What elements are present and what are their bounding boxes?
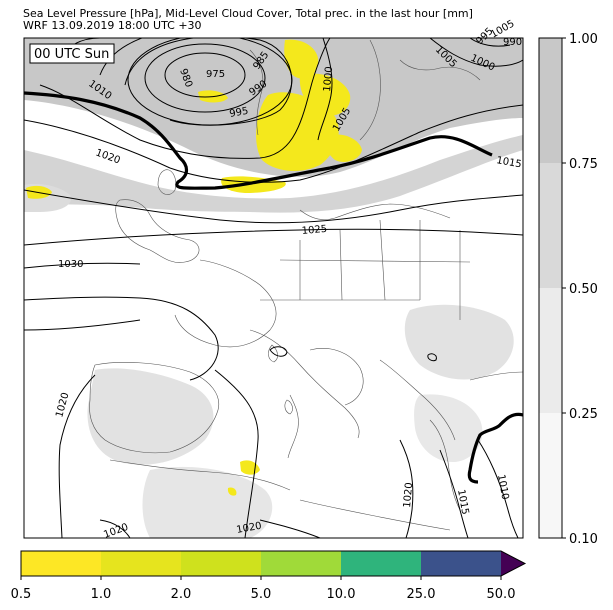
- isobar-label: 1020: [402, 482, 415, 508]
- precip-colorbar-tick-label: 0.5: [11, 587, 32, 602]
- isobar-label: 975: [206, 69, 225, 80]
- cloud-cover-colorbar: 1.00 0.75 0.50 0.25 0.10: [538, 32, 598, 547]
- precip-colorbar-tick-label: 25.0: [407, 587, 436, 602]
- chart-title: Sea Level Pressure [hPa], Mid-Level Clou…: [23, 7, 473, 20]
- map-frame: [23, 37, 524, 539]
- cloud-colorbar-tick-label: 0.25: [569, 407, 598, 422]
- isobar-label: 1015: [495, 155, 522, 170]
- isobar-label: 1020: [236, 521, 263, 536]
- precip-colorbar-tick-label: 50.0: [487, 587, 516, 602]
- coastlines-and-borders: [89, 39, 523, 531]
- precipitation-colorbar: 0.5 1.0 2.0 5.0 10.0 25.0 50.0: [11, 550, 527, 602]
- precip-colorbar-segment: [341, 551, 421, 576]
- cloud-cover-ne: [395, 38, 523, 100]
- isobar-label: 995: [229, 106, 250, 120]
- map-panel: 975 980 985 990 995 1000 1005 1005 1000 …: [23, 18, 524, 541]
- cloud-patch-greece: [414, 394, 483, 463]
- cloud-colorbar-segment: [539, 288, 562, 413]
- precip-colorbar-segment: [181, 551, 261, 576]
- cloud-patch-algeria: [142, 466, 273, 538]
- isobar-label: 1000: [322, 66, 335, 92]
- cloud-patch-iberia: [87, 368, 214, 465]
- cloud-colorbar-segment: [539, 413, 562, 538]
- cloud-cover-band: [24, 135, 523, 213]
- cloud-colorbar-segment: [539, 38, 562, 163]
- isobar-label: 1030: [58, 259, 83, 270]
- cloud-colorbar-tick-label: 0.75: [569, 157, 598, 172]
- precip-colorbar-tick-label: 10.0: [327, 587, 356, 602]
- cloud-colorbar-tick-label: 1.00: [569, 32, 598, 47]
- precip-colorbar-segment: [101, 551, 181, 576]
- isobar-label: 1015: [455, 489, 470, 516]
- precip-colorbar-extend-arrow: [501, 551, 525, 576]
- cloud-colorbar-tick-label: 0.50: [569, 282, 598, 297]
- isobars-1015: [24, 91, 523, 484]
- precip-colorbar-segment: [421, 551, 501, 576]
- isobars: [24, 38, 523, 538]
- precip-colorbar-segment: [261, 551, 341, 576]
- precip-colorbar-tick-label: 1.0: [91, 587, 112, 602]
- precip-colorbar-tick-label: 5.0: [251, 587, 272, 602]
- isobar-label: 1025: [301, 224, 327, 237]
- time-stamp: 00 UTC Sun: [34, 47, 109, 62]
- time-stamp-box: [29, 43, 115, 64]
- precip-colorbar-frame: [20, 550, 527, 577]
- isobar-label: 1010: [495, 474, 510, 501]
- chart-subtitle: WRF 13.09.2019 18:00 UTC +30: [23, 19, 202, 32]
- precip-colorbar-tick-label: 2.0: [171, 587, 192, 602]
- precip-colorbar-segment: [21, 551, 101, 576]
- cloud-colorbar-tick-label: 0.10: [569, 532, 598, 547]
- cloud-colorbar-segment: [539, 163, 562, 288]
- isobar-label: 990: [503, 37, 522, 48]
